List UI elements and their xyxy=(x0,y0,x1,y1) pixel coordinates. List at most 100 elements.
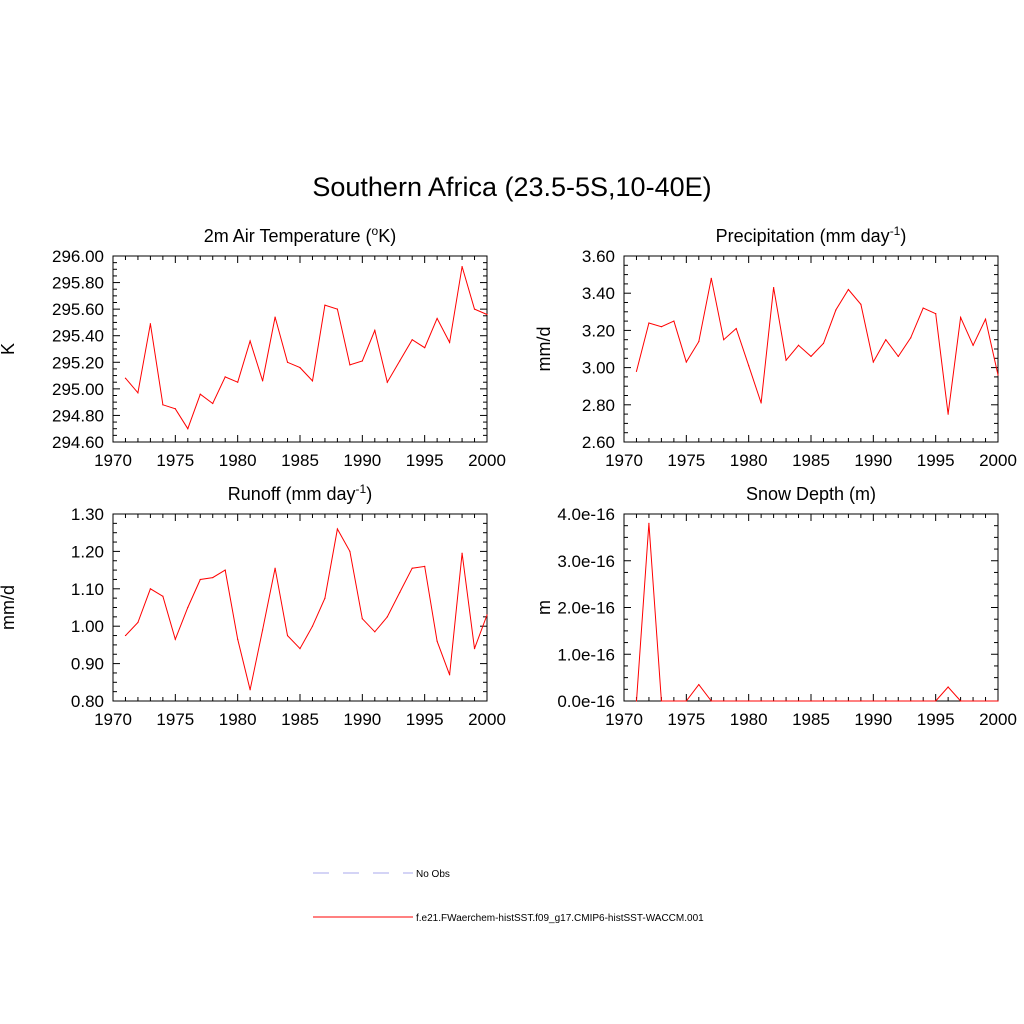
data-point xyxy=(872,361,874,363)
data-point xyxy=(735,327,737,330)
data-point xyxy=(735,700,737,702)
x-tick-label: 1995 xyxy=(406,451,444,470)
x-tick-label: 2000 xyxy=(468,710,506,729)
data-point xyxy=(473,308,476,310)
panel-title: Snow Depth (m) xyxy=(746,484,876,504)
data-point xyxy=(399,591,401,594)
chart-panel-1: 1970 1975 1980 1985 1990 1995 2000 294.60 294.80… xyxy=(0,224,506,470)
series-line xyxy=(125,527,488,690)
data-point xyxy=(660,326,663,328)
data-point xyxy=(149,323,151,325)
panel-title-superscript: o xyxy=(372,224,379,238)
data-point xyxy=(449,341,451,343)
data-point xyxy=(947,686,949,688)
data-point xyxy=(336,528,338,530)
x-tick-label: 1975 xyxy=(156,710,194,729)
y-tick-label: 1.30 xyxy=(71,505,104,524)
x-tick-label: 1970 xyxy=(605,710,643,729)
data-point xyxy=(374,329,376,331)
panel-title-text-end: ) xyxy=(366,484,372,504)
data-point xyxy=(910,700,912,702)
legend-label: f.e21.FWaerchem-histSST.f09_g17.CMIP6-hi… xyxy=(416,913,704,924)
data-point xyxy=(648,322,650,324)
series-line xyxy=(125,266,488,430)
data-point xyxy=(299,367,301,369)
data-point xyxy=(162,595,164,597)
panel-title: Precipitation (mm day-1) xyxy=(716,224,907,246)
data-point xyxy=(922,307,924,309)
data-point xyxy=(773,287,775,289)
data-point xyxy=(162,404,164,406)
data-point xyxy=(760,402,762,404)
x-tick-label: 1975 xyxy=(156,451,194,470)
chart-panel-4: 1970 1975 1980 1985 1990 1995 2000 0.0e-16 1.0e-… xyxy=(534,484,1017,729)
data-point xyxy=(835,700,837,702)
data-point xyxy=(262,380,264,382)
y-axis-label: mm/d xyxy=(0,585,18,630)
data-point xyxy=(897,700,899,702)
data-point xyxy=(922,700,924,702)
legend: No Obs f.e21.FWaerchem-histSST.f09_g17.CM… xyxy=(313,869,704,924)
panel-title-text-end: ) xyxy=(900,226,906,246)
panel-title-superscript: -1 xyxy=(890,224,901,238)
y-tick-label: 295.20 xyxy=(52,353,104,372)
y-tick-label: 0.80 xyxy=(71,692,104,711)
data-point xyxy=(461,266,463,268)
plot-frame xyxy=(623,255,999,443)
x-tick-label: 1990 xyxy=(854,710,892,729)
data-point xyxy=(710,700,712,702)
data-point xyxy=(984,318,987,320)
x-tick-label: 1985 xyxy=(792,710,830,729)
x-tick-label: 2000 xyxy=(468,451,506,470)
y-tick-label: 2.80 xyxy=(582,396,615,415)
y-tick-label: 1.10 xyxy=(71,580,104,599)
x-tick-label: 1980 xyxy=(219,451,257,470)
main-title: Southern Africa (23.5-5S,10-40E) xyxy=(312,172,712,202)
y-tick-label: 3.60 xyxy=(582,247,615,266)
data-point xyxy=(984,700,987,702)
data-point xyxy=(224,376,226,378)
chart-panel-3: 1970 1975 1980 1985 1990 1995 2000 0.80 0.90 1.00… xyxy=(0,482,506,729)
x-tick-label: 1980 xyxy=(219,710,257,729)
data-point xyxy=(748,365,750,367)
data-point xyxy=(797,700,800,702)
panel-title: 2m Air Temperature (oK) xyxy=(204,224,396,246)
y-tick-label: 3.00 xyxy=(582,359,615,378)
data-point xyxy=(274,316,276,318)
data-point xyxy=(660,700,663,702)
data-point xyxy=(411,567,413,569)
plot-frame xyxy=(623,513,999,702)
data-point xyxy=(847,700,850,702)
y-tick-label: 4.0e-16 xyxy=(557,505,615,524)
data-point xyxy=(137,392,139,394)
y-tick-label: 294.60 xyxy=(52,433,104,452)
x-tick-label: 1970 xyxy=(605,451,643,470)
data-point xyxy=(187,428,189,430)
data-point xyxy=(299,648,301,650)
y-tick-label: 3.20 xyxy=(582,321,615,340)
x-tick-label: 1985 xyxy=(281,710,319,729)
data-point xyxy=(723,700,725,702)
data-point xyxy=(187,606,189,609)
data-point xyxy=(997,374,999,376)
data-point xyxy=(386,616,388,618)
panel-title-text-end: K) xyxy=(378,226,396,246)
y-tick-label: 1.00 xyxy=(71,617,104,636)
x-tick-label: 2000 xyxy=(979,710,1017,729)
data-point xyxy=(374,631,376,633)
data-point xyxy=(897,355,899,358)
x-tick-label: 1995 xyxy=(406,710,444,729)
data-point xyxy=(324,304,326,306)
data-point xyxy=(199,393,201,395)
data-point xyxy=(910,337,912,339)
panel-title: Runoff (mm day-1) xyxy=(228,482,372,504)
data-point xyxy=(685,361,687,363)
y-tick-label: 296.00 xyxy=(52,247,104,266)
y-tick-label: 2.0e-16 xyxy=(557,599,615,618)
y-tick-label: 295.60 xyxy=(52,300,104,319)
data-point xyxy=(673,320,675,322)
panel-title-text: 2m Air Temperature ( xyxy=(204,226,372,246)
data-point xyxy=(137,621,139,624)
data-point xyxy=(124,634,127,637)
data-point xyxy=(847,288,850,291)
